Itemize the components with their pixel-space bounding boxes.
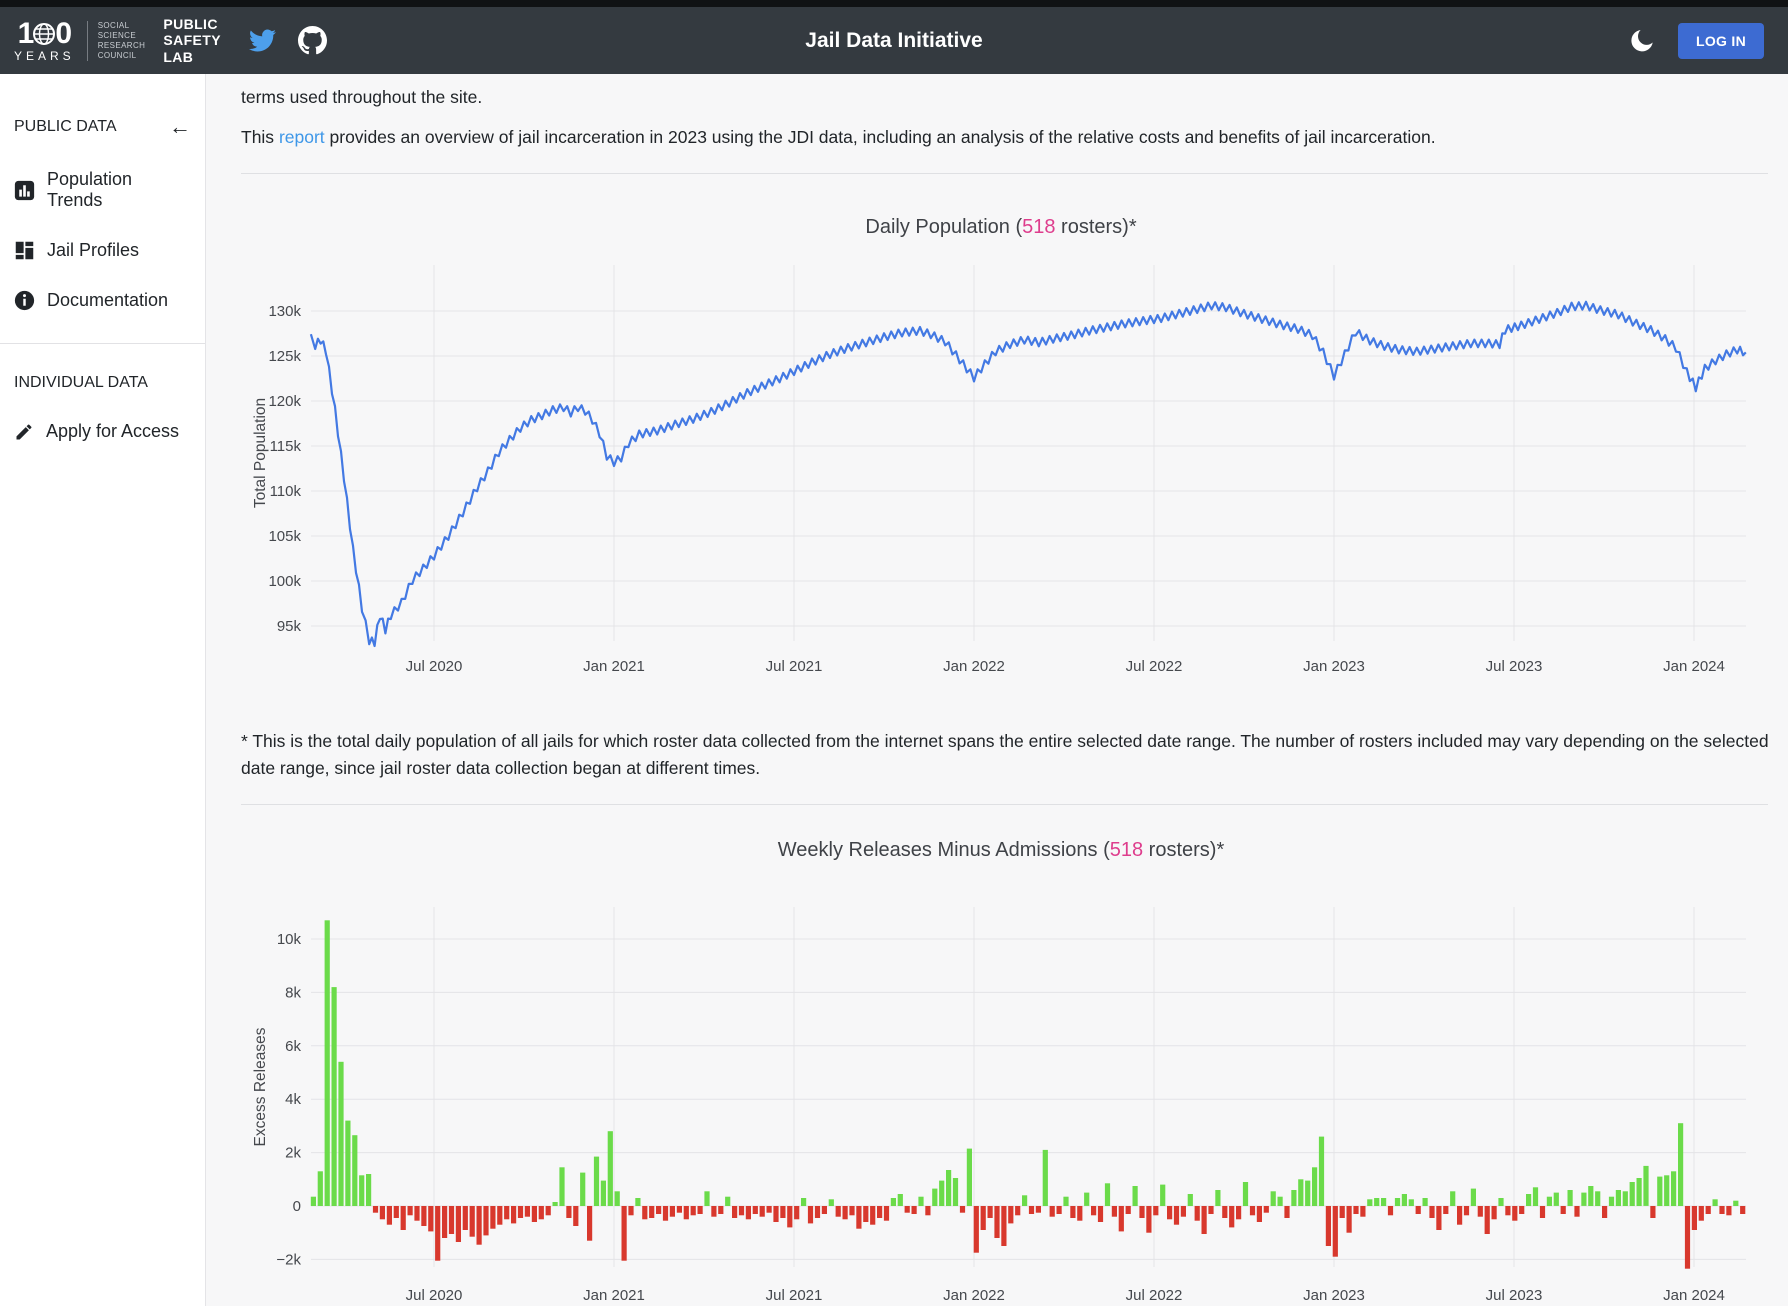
dark-mode-moon-icon[interactable] — [1628, 27, 1656, 55]
sidebar-item-label: Population Trends — [47, 169, 133, 210]
pencil-icon — [16, 424, 32, 439]
chart-footnote: * This is the total daily population of … — [241, 730, 1769, 778]
github-icon[interactable] — [297, 26, 327, 55]
population-line — [309, 300, 1747, 647]
daily-population-chart-title: Daily Population (518 rosters)* — [865, 215, 1137, 238]
content-divider — [241, 803, 1768, 805]
bar-chart-icon — [14, 180, 35, 200]
info-circle-icon — [14, 290, 35, 311]
svg-text:Jan 2023: Jan 2023 — [1303, 1287, 1365, 1304]
login-button[interactable]: LOG IN — [1677, 22, 1764, 59]
svg-text:105k: 105k — [268, 528, 301, 545]
tick-labels: 130k 125k 120k 115k 110k 105k 100k 95k Jul 2020 J… — [268, 303, 1724, 675]
main-content: terms used throughout the site. This rep… — [206, 74, 1788, 1306]
svg-text:110k: 110k — [270, 483, 302, 500]
svg-text:Jul 2021: Jul 2021 — [766, 658, 823, 675]
logo-zero: 0 — [55, 17, 72, 50]
sidebar-item-jail-profiles[interactable]: Jail Profiles — [14, 240, 191, 261]
sidebar-item-documentation[interactable]: Documentation — [14, 290, 191, 311]
content-divider — [241, 172, 1768, 174]
svg-text:Jan 2021: Jan 2021 — [583, 658, 645, 675]
ssrc-100-years-logo: 1 0 YEARS — [14, 17, 75, 63]
top-navbar: 1 0 YEARS SOCIAL SCIENCE RESEARCH COUNCI… — [0, 7, 1788, 74]
sidebar-item-label: Jail Profiles — [47, 240, 140, 260]
svg-text:2k: 2k — [285, 1144, 301, 1161]
svg-text:115k: 115k — [270, 438, 302, 455]
daily-population-plot[interactable]: 130k 125k 120k 115k 110k 105k 100k 95k Jul 2020 J… — [241, 243, 1761, 688]
svg-text:6k: 6k — [285, 1038, 301, 1055]
report-link[interactable]: report — [278, 127, 325, 148]
svg-text:4k: 4k — [285, 1091, 301, 1108]
tick-labels: 10k 8k 6k 4k 2k 0 −2k Jul 2020 Jan 2021 Jul 2021 J… — [276, 931, 1724, 1304]
y-axis-title: Excess Releases — [252, 1027, 269, 1146]
svg-text:Jan 2021: Jan 2021 — [583, 1287, 645, 1304]
svg-text:8k: 8k — [285, 984, 301, 1001]
grid-lines — [311, 264, 1746, 641]
svg-text:Jan 2024: Jan 2024 — [1663, 1287, 1725, 1304]
sidebar-item-label: Apply for Access — [46, 421, 180, 441]
public-data-heading: PUBLIC DATA — [14, 118, 117, 135]
svg-text:Jul 2020: Jul 2020 — [406, 1287, 463, 1304]
public-safety-lab-wordmark: PUBLIC SAFETY LAB — [163, 16, 221, 65]
weekly-releases-plot[interactable]: 10k 8k 6k 4k 2k 0 −2k Jul 2020 Jan 2021 Jul 2021 J… — [241, 872, 1761, 1306]
intro-text-line2: This report provides an overview of jail… — [241, 127, 1436, 148]
svg-text:Jan 2022: Jan 2022 — [943, 658, 1005, 675]
y-axis-title: Total Population — [252, 397, 269, 507]
twitter-icon[interactable] — [248, 27, 276, 54]
svg-text:Jul 2022: Jul 2022 — [1126, 658, 1183, 675]
svg-text:95k: 95k — [277, 618, 302, 635]
svg-text:130k: 130k — [268, 303, 301, 320]
roster-count: 518 — [1109, 838, 1144, 861]
sidebar-item-label: Documentation — [47, 290, 169, 310]
svg-text:Jan 2022: Jan 2022 — [943, 1287, 1005, 1304]
sidebar-item-population-trends[interactable]: Population Trends — [14, 169, 191, 211]
collapse-sidebar-arrow-icon[interactable]: ← — [169, 114, 191, 139]
svg-text:Jul 2021: Jul 2021 — [766, 1287, 823, 1304]
brand-logos[interactable]: 1 0 YEARS SOCIAL SCIENCE RESEARCH COUNCI… — [14, 16, 221, 64]
ssrc-wordmark: SOCIAL SCIENCE RESEARCH COUNCIL — [86, 20, 146, 61]
svg-text:0: 0 — [293, 1198, 301, 1215]
svg-text:−2k: −2k — [276, 1251, 301, 1268]
sidebar-divider — [0, 343, 205, 344]
bars — [310, 920, 1746, 1269]
intro-text-line1: terms used throughout the site. — [241, 87, 483, 107]
logo-one: 1 — [17, 17, 35, 50]
dashboard-grid-icon — [15, 241, 34, 260]
sidebar: PUBLIC DATA ← Population Trends Jail Pro… — [0, 74, 206, 1306]
svg-text:Jul 2023: Jul 2023 — [1486, 658, 1543, 675]
svg-text:120k: 120k — [268, 393, 301, 410]
roster-count: 518 — [1022, 215, 1056, 238]
logo-years-label: YEARS — [14, 49, 75, 63]
svg-text:100k: 100k — [268, 573, 301, 590]
svg-text:Jul 2022: Jul 2022 — [1126, 1287, 1183, 1304]
individual-data-heading: INDIVIDUAL DATA — [14, 374, 148, 391]
svg-text:Jul 2020: Jul 2020 — [406, 658, 463, 675]
svg-text:Jul 2023: Jul 2023 — [1486, 1287, 1543, 1304]
globe-icon — [33, 23, 56, 45]
weekly-releases-chart-title: Weekly Releases Minus Admissions (518 ro… — [777, 838, 1225, 861]
window-top-edge — [0, 0, 1788, 7]
svg-text:Jan 2024: Jan 2024 — [1663, 658, 1725, 675]
sidebar-item-apply-for-access[interactable]: Apply for Access — [14, 421, 191, 442]
svg-text:10k: 10k — [277, 931, 302, 948]
svg-text:125k: 125k — [268, 348, 301, 365]
svg-text:Jan 2023: Jan 2023 — [1303, 658, 1365, 675]
